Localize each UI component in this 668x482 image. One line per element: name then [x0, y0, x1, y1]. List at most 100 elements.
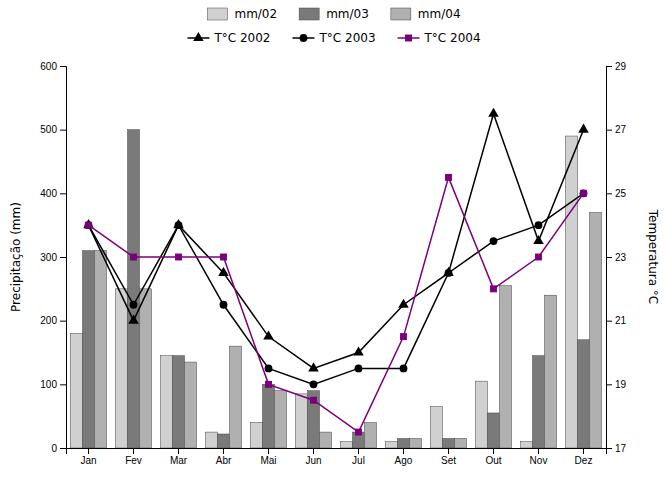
y-axis-tick-label: 100	[40, 379, 57, 390]
bar	[386, 442, 398, 448]
x-tick-label: Dez	[575, 455, 593, 466]
y-axis: 0100200300400500600	[40, 61, 66, 454]
y-axis-tick-label: 0	[51, 443, 57, 454]
x-tick-label: Nov	[530, 455, 548, 466]
bar	[71, 333, 83, 448]
marker	[263, 331, 274, 340]
bar	[500, 286, 512, 448]
y2-axis-tick: 21	[606, 315, 627, 326]
y2-axis-tick: 29	[606, 61, 627, 72]
legend-item: mm/03	[299, 7, 369, 21]
line	[89, 114, 584, 369]
marker	[83, 219, 94, 228]
x-tick-mark	[268, 448, 269, 454]
marker	[128, 315, 139, 324]
marker	[535, 254, 542, 261]
x-tick-label: Set	[441, 455, 456, 466]
marker	[445, 269, 453, 277]
y2-axis-tick-mark	[606, 448, 612, 449]
x-tick: Jun	[305, 448, 321, 466]
bar	[443, 438, 455, 448]
marker	[265, 365, 273, 373]
bar	[365, 423, 377, 448]
y-axis-tick-mark	[60, 66, 66, 67]
x-tick: Ago	[395, 448, 413, 466]
bar	[230, 346, 242, 448]
x-tick: Set	[441, 448, 456, 466]
marker	[355, 429, 362, 436]
legend-swatch	[391, 8, 411, 20]
bar	[431, 407, 443, 448]
marker	[308, 362, 319, 371]
x-tick: Jan	[80, 448, 96, 466]
x-tick-label: Out	[485, 455, 501, 466]
y2-axis-tick: 17	[606, 443, 627, 454]
legend-swatch	[207, 8, 227, 20]
marker	[578, 124, 589, 133]
bar	[116, 289, 128, 448]
marker	[130, 301, 138, 309]
marker	[355, 365, 363, 373]
line-series	[85, 174, 587, 436]
bar	[533, 356, 545, 448]
legend-label: mm/03	[326, 7, 369, 21]
x-tick: Fev	[125, 448, 142, 466]
x-tick-label: Abr	[216, 455, 232, 466]
x-tick: Out	[485, 448, 501, 466]
marker	[445, 174, 452, 181]
marks	[71, 108, 602, 448]
marker	[533, 235, 544, 244]
bar	[521, 442, 533, 448]
marker	[265, 381, 272, 388]
bar	[578, 340, 590, 448]
x-tick-mark	[223, 448, 224, 454]
x-tick: Jul	[352, 448, 365, 466]
marker	[175, 254, 182, 261]
legend-marker	[300, 34, 308, 42]
y2-axis-tick-mark	[606, 384, 612, 385]
y-axis-title: Precipitação (mm)	[9, 202, 23, 312]
bar	[296, 394, 308, 448]
legend-label: T°C 2002	[213, 31, 270, 45]
y-axis-tick: 400	[40, 188, 66, 199]
y-axis-line	[60, 67, 67, 449]
legend-label: T°C 2003	[318, 31, 375, 45]
marker	[173, 219, 184, 228]
bar	[545, 295, 557, 448]
y-axis-tick: 300	[40, 252, 66, 263]
legend-label: mm/02	[234, 7, 277, 21]
y-axis-tick-mark	[60, 130, 66, 131]
bar	[263, 384, 275, 448]
y2-axis-tick-label: 21	[615, 315, 627, 326]
bar	[185, 362, 197, 448]
x-tick-label: Mar	[170, 455, 188, 466]
line	[89, 193, 584, 384]
bar	[251, 423, 263, 448]
marker	[490, 237, 498, 245]
y-axis-tick-label: 400	[40, 188, 57, 199]
bar	[341, 442, 353, 448]
marker	[580, 189, 588, 197]
x-tick: Mar	[170, 448, 188, 466]
x-axis: Jan Fev Mar Abr Mai Jun Jul Ago Set Out Nov Dez	[67, 448, 607, 466]
y2-axis-tick-label: 23	[615, 252, 627, 263]
x-tick-label: Mai	[260, 455, 276, 466]
bar	[206, 432, 218, 448]
y-axis-tick: 500	[40, 124, 66, 135]
x-tick: Mai	[260, 448, 276, 466]
x-tick-mark	[133, 448, 134, 454]
bar	[128, 130, 140, 448]
y2-axis-tick-mark	[606, 193, 612, 194]
x-tick-label: Fev	[125, 455, 142, 466]
legend-item: mm/02	[207, 7, 277, 21]
legend-marker	[405, 35, 412, 42]
bar	[410, 438, 422, 448]
y-axis-tick-mark	[60, 193, 66, 194]
y-axis-tick-mark	[60, 384, 66, 385]
bar	[566, 136, 578, 448]
marker	[443, 267, 454, 276]
legend: T°C 2002T°C 2003T°C 2004	[187, 31, 480, 45]
y2-axis-tick-label: 17	[615, 443, 627, 454]
bar	[476, 381, 488, 448]
y-axis-tick: 600	[40, 61, 66, 72]
